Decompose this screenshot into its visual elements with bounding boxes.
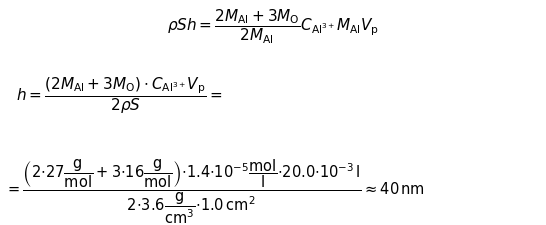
- Text: $h=\dfrac{(2M_{\mathrm{Al}}+3M_{\mathrm{O}})\cdot C_{\mathrm{Al}^{3+}}V_{\mathrm: $h=\dfrac{(2M_{\mathrm{Al}}+3M_{\mathrm{…: [16, 75, 223, 116]
- Text: $\rho Sh=\dfrac{2M_{\mathrm{Al}}+3M_{\mathrm{O}}}{2M_{\mathrm{Al}}}C_{\mathrm{Al: $\rho Sh=\dfrac{2M_{\mathrm{Al}}+3M_{\ma…: [167, 8, 379, 46]
- Text: $=\dfrac{\left(2{\cdot}27\dfrac{\mathrm{g}}{\mathrm{mol}}+3{\cdot}16\dfrac{\math: $=\dfrac{\left(2{\cdot}27\dfrac{\mathrm{…: [5, 157, 425, 225]
